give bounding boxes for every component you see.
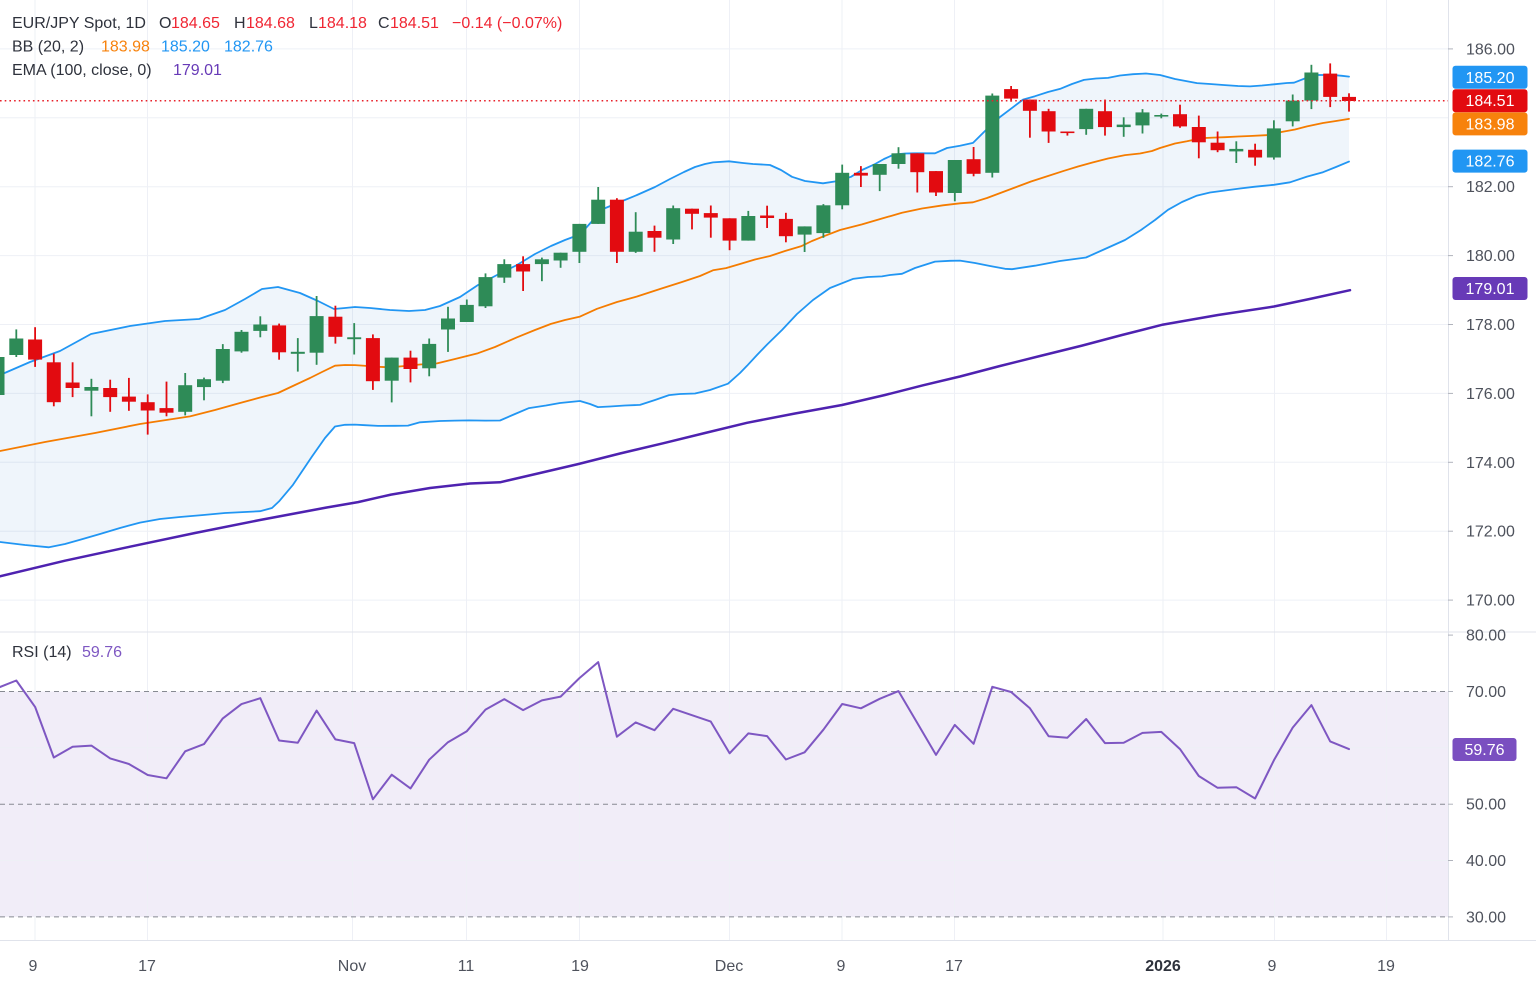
svg-text:70.00: 70.00 [1466,684,1506,701]
svg-text:184.51: 184.51 [1466,93,1515,110]
svg-text:183.98: 183.98 [1466,116,1515,133]
svg-text:19: 19 [571,958,589,975]
svg-text:185.20: 185.20 [1466,70,1515,87]
svg-text:184.51: 184.51 [390,15,439,32]
svg-text:O: O [159,15,171,32]
svg-text:179.01: 179.01 [1466,281,1515,298]
svg-text:11: 11 [458,958,475,975]
svg-text:Dec: Dec [715,958,743,975]
svg-text:40.00: 40.00 [1466,853,1506,870]
svg-text:184.68: 184.68 [246,15,295,32]
svg-text:C: C [378,15,390,32]
svg-text:184.18: 184.18 [318,15,367,32]
svg-text:80.00: 80.00 [1466,628,1506,645]
svg-text:17: 17 [138,958,156,975]
svg-text:2026: 2026 [1145,958,1181,975]
svg-text:186.00: 186.00 [1466,41,1515,58]
svg-text:178.00: 178.00 [1466,317,1515,334]
svg-text:179.01: 179.01 [173,62,222,79]
svg-text:9: 9 [1268,958,1277,975]
svg-text:184.65: 184.65 [171,15,220,32]
svg-text:172.00: 172.00 [1466,524,1515,541]
svg-text:59.76: 59.76 [1464,742,1504,759]
svg-text:176.00: 176.00 [1466,386,1515,403]
svg-text:9: 9 [837,958,846,975]
svg-text:BB (20, 2): BB (20, 2) [12,39,84,56]
svg-text:170.00: 170.00 [1466,593,1515,610]
svg-text:H: H [234,15,246,32]
svg-text:183.98: 183.98 [101,39,150,56]
svg-text:182.76: 182.76 [224,39,273,56]
svg-text:Nov: Nov [338,958,366,975]
svg-text:185.20: 185.20 [161,39,210,56]
svg-text:30.00: 30.00 [1466,909,1506,926]
svg-text:EUR/JPY Spot, 1D: EUR/JPY Spot, 1D [12,15,146,32]
svg-text:180.00: 180.00 [1466,248,1515,265]
svg-text:182.76: 182.76 [1466,154,1515,171]
svg-text:174.00: 174.00 [1466,455,1515,472]
svg-text:19: 19 [1377,958,1395,975]
svg-text:−0.14 (−0.07%): −0.14 (−0.07%) [452,15,562,32]
svg-text:9: 9 [29,958,38,975]
svg-text:L: L [309,15,318,32]
svg-text:50.00: 50.00 [1466,797,1506,814]
svg-text:EMA (100, close, 0): EMA (100, close, 0) [12,62,152,79]
svg-text:17: 17 [945,958,963,975]
svg-text:59.76: 59.76 [82,644,122,661]
svg-text:RSI (14): RSI (14) [12,644,72,661]
svg-text:182.00: 182.00 [1466,179,1515,196]
